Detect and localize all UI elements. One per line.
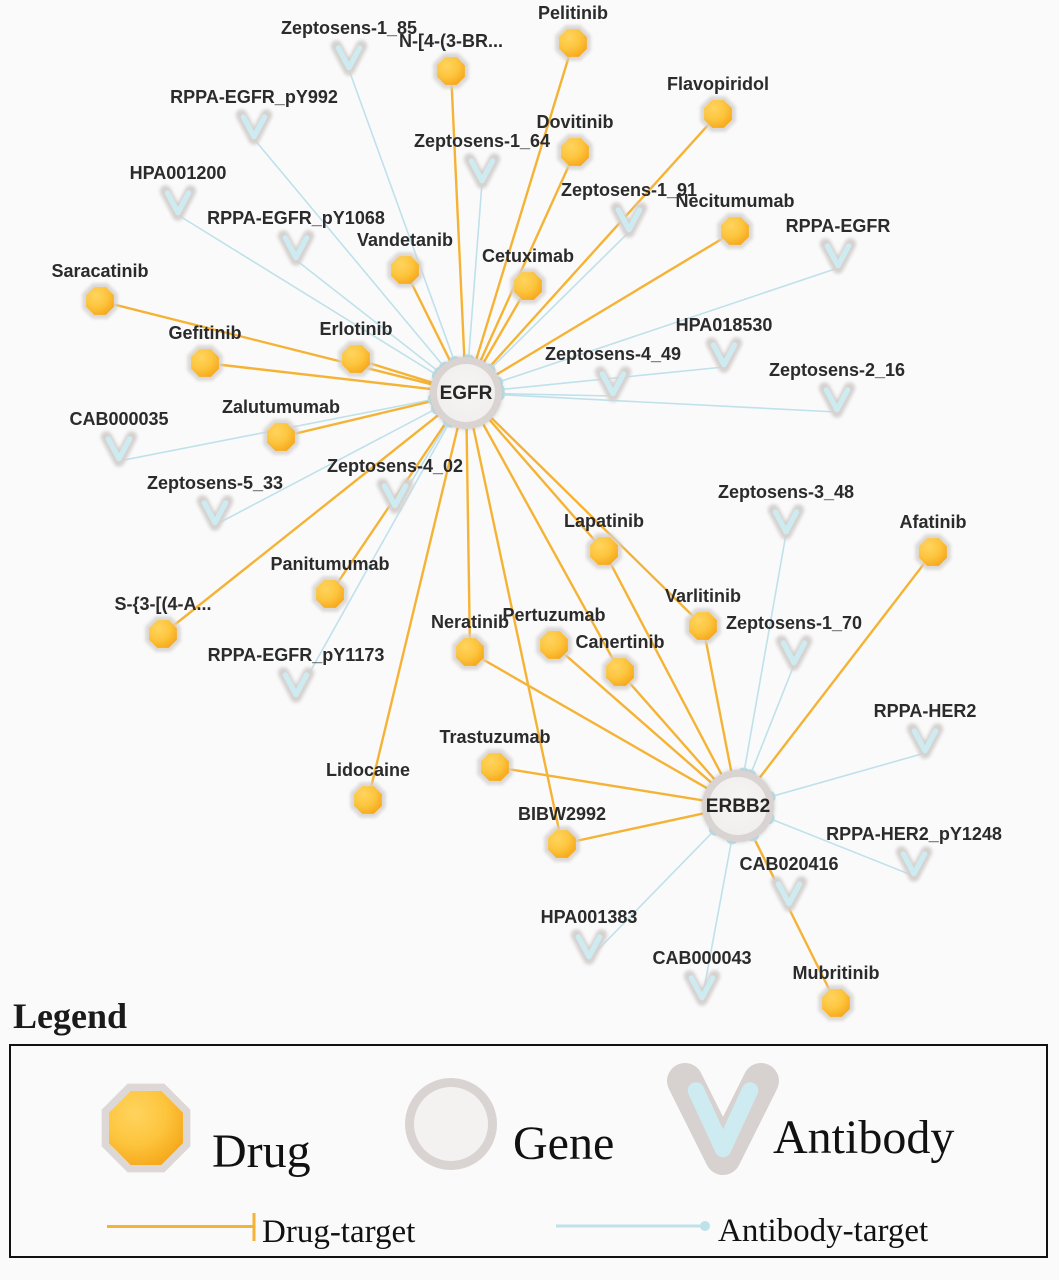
svg-text:Varlitinib: Varlitinib (665, 586, 741, 606)
svg-text:RPPA-HER2: RPPA-HER2 (874, 701, 977, 721)
svg-text:HPA018530: HPA018530 (676, 315, 773, 335)
svg-text:RPPA-EGFR_pY1068: RPPA-EGFR_pY1068 (207, 208, 385, 228)
svg-text:Canertinib: Canertinib (575, 632, 664, 652)
svg-text:Cetuximab: Cetuximab (482, 246, 574, 266)
svg-text:Zeptosens-5_33: Zeptosens-5_33 (147, 473, 283, 493)
svg-text:Lidocaine: Lidocaine (326, 760, 410, 780)
svg-text:Gefitinib: Gefitinib (169, 323, 242, 343)
svg-text:RPPA-HER2_pY1248: RPPA-HER2_pY1248 (826, 824, 1002, 844)
svg-text:Erlotinib: Erlotinib (320, 319, 393, 339)
svg-text:Zalutumumab: Zalutumumab (222, 397, 340, 417)
svg-text:EGFR: EGFR (440, 383, 493, 404)
svg-text:Pelitinib: Pelitinib (538, 3, 608, 23)
svg-text:Dovitinib: Dovitinib (537, 112, 614, 132)
svg-text:Zeptosens-1_85: Zeptosens-1_85 (281, 18, 417, 38)
svg-text:Mubritinib: Mubritinib (793, 963, 880, 983)
svg-text:Vandetanib: Vandetanib (357, 230, 453, 250)
svg-text:Afatinib: Afatinib (900, 512, 967, 532)
svg-text:RPPA-EGFR_pY1173: RPPA-EGFR_pY1173 (208, 645, 385, 665)
svg-text:HPA001200: HPA001200 (130, 163, 227, 183)
svg-text:ERBB2: ERBB2 (706, 796, 770, 817)
svg-text:Zeptosens-1_91: Zeptosens-1_91 (561, 180, 697, 200)
svg-text:Lapatinib: Lapatinib (564, 511, 644, 531)
svg-text:Zeptosens-2_16: Zeptosens-2_16 (769, 360, 905, 380)
svg-text:BIBW2992: BIBW2992 (518, 804, 606, 824)
svg-text:Pertuzumab: Pertuzumab (502, 605, 605, 625)
svg-text:CAB020416: CAB020416 (739, 854, 838, 874)
svg-text:Panitumumab: Panitumumab (270, 554, 389, 574)
svg-text:Saracatinib: Saracatinib (51, 261, 148, 281)
svg-text:Zeptosens-1_64: Zeptosens-1_64 (414, 131, 550, 151)
svg-text:Flavopiridol: Flavopiridol (667, 74, 769, 94)
svg-text:CAB000043: CAB000043 (652, 948, 751, 968)
svg-text:S-{3-[(4-A...: S-{3-[(4-A... (114, 594, 211, 614)
svg-text:Zeptosens-4_02: Zeptosens-4_02 (327, 456, 463, 476)
svg-text:Trastuzumab: Trastuzumab (439, 727, 550, 747)
svg-text:RPPA-EGFR_pY992: RPPA-EGFR_pY992 (170, 87, 338, 107)
svg-text:Zeptosens-4_49: Zeptosens-4_49 (545, 344, 681, 364)
svg-text:RPPA-EGFR: RPPA-EGFR (786, 216, 891, 236)
svg-text:Neratinib: Neratinib (431, 612, 509, 632)
svg-text:HPA001383: HPA001383 (541, 907, 638, 927)
svg-text:Zeptosens-1_70: Zeptosens-1_70 (726, 613, 862, 633)
svg-text:CAB000035: CAB000035 (69, 409, 168, 429)
svg-text:Zeptosens-3_48: Zeptosens-3_48 (718, 482, 854, 502)
